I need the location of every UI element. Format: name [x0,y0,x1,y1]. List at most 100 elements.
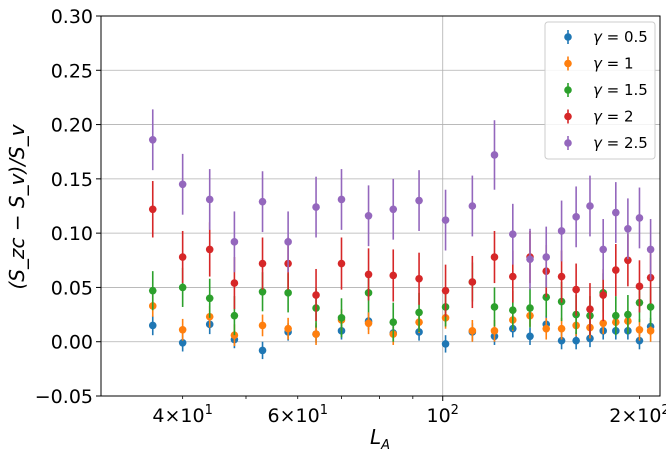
data-point [312,330,320,338]
data-point [148,321,157,330]
data-point [148,135,157,144]
data-point [490,303,499,311]
y-tick-label: 0.20 [51,115,93,137]
y-tick-label: −0.05 [35,386,93,408]
x-axis-ticks: 102 4×101 6×101 2×102 [152,396,666,427]
plot-frame [100,15,661,397]
data-point [646,327,655,335]
data-point [230,279,239,287]
data-point [490,253,499,261]
data-point [415,196,423,205]
data-point [490,327,499,335]
data-point [258,287,267,296]
y-axis-ticks: −0.05 0.00 0.05 0.10 0.15 0.20 0.25 0.30 [35,6,101,408]
legend-label: γ = 2.5 [593,134,648,152]
series-4 [148,181,655,336]
y-axis-label-group: (S_zc − S_v)/S_v [5,123,29,289]
data-point [337,314,346,322]
x-tick-label: 102 [426,403,458,427]
data-point [509,306,517,315]
data-point [415,274,423,283]
data-point [468,327,477,335]
data-point [526,332,534,341]
data-point [635,336,644,345]
data-point [205,195,214,204]
data-point [312,203,320,211]
data-point [612,311,620,320]
data-point [337,259,346,268]
series-5 [148,109,655,290]
data-point [572,285,580,294]
data-point [624,256,632,265]
legend-marker [564,112,572,121]
data-point [178,253,187,261]
data-point [490,151,499,159]
series-1 [148,312,655,360]
data-point [612,266,620,274]
data-point [415,308,423,317]
y-tick-label: 0.30 [51,6,93,28]
series-3 [148,262,655,342]
y-tick-label: 0.00 [51,332,93,354]
data-point [178,283,187,292]
data-point [468,202,477,210]
legend-label: γ = 2 [593,108,634,126]
data-point [646,245,655,254]
data-point [364,270,373,279]
legend-marker [564,139,572,147]
data-point [258,197,267,206]
data-point [599,245,607,254]
data-point [364,319,373,328]
legend: γ = 0.5 γ = 1 γ = 1.5 γ = 2 γ = 2.5 [544,21,656,160]
legend-label: γ = 1.5 [593,81,648,99]
legend-marker [564,86,572,94]
x-tick-label: 6×101 [268,403,328,427]
data-series [148,109,655,360]
x-tick-label: 4×101 [152,403,212,427]
legend-label: γ = 1 [593,55,634,73]
data-point [230,238,239,246]
data-point [612,208,620,217]
data-point [148,286,157,295]
grid-lines [101,15,660,397]
data-point [284,289,292,297]
data-point [635,325,644,334]
data-point [389,318,398,326]
data-point [557,336,566,345]
data-point [542,253,551,261]
legend-label: γ = 0.5 [593,28,648,46]
data-point [178,325,187,334]
data-point [258,321,267,330]
data-point [635,282,644,291]
data-point [586,305,594,313]
data-point [364,211,373,220]
legend-marker [564,33,572,41]
data-point [441,286,450,295]
data-point [526,304,534,312]
data-point [205,294,214,303]
y-tick-label: 0.25 [51,60,93,82]
data-point [624,225,632,233]
legend-box [544,21,656,160]
data-point [557,324,566,333]
data-point [337,195,346,204]
data-point [441,216,450,224]
data-point [572,213,580,221]
data-point [542,324,551,333]
y-tick-label: 0.05 [51,277,93,299]
x-tick-label: 2×102 [609,403,666,427]
data-point [441,340,450,348]
data-point [468,278,477,286]
data-point [148,205,157,214]
data-point [389,271,398,280]
data-point [509,230,517,239]
data-point [624,310,632,319]
data-point [205,245,214,254]
y-tick-label: 0.15 [51,169,93,191]
data-point [572,336,580,345]
data-point [635,214,644,222]
data-point [599,291,607,299]
y-axis-label: (S_zc − S_v)/S_v [5,123,29,289]
data-point [284,324,292,333]
